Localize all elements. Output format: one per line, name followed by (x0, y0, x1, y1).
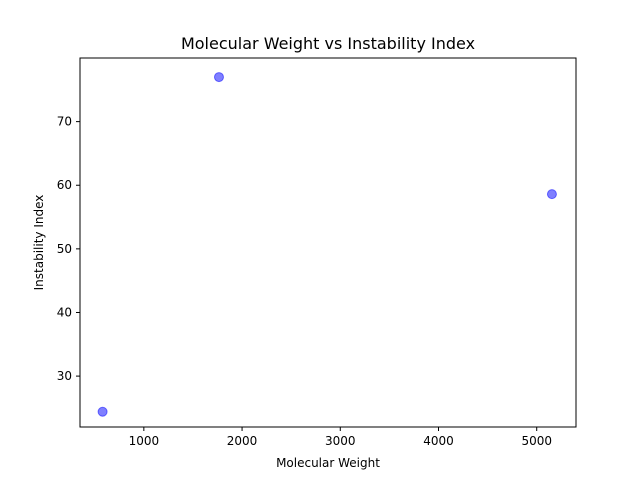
y-tick-label: 40 (57, 305, 72, 319)
scatter-point (213, 72, 224, 83)
y-axis-ticks: 30 40 50 60 70 (57, 115, 80, 383)
chart-title: Molecular Weight vs Instability Index (181, 34, 475, 53)
x-tick-label: 2000 (227, 434, 258, 448)
scatter-point (97, 406, 108, 417)
x-axis-ticks: 1000 2000 3000 4000 5000 (129, 427, 552, 448)
data-points (97, 72, 557, 417)
y-tick-label: 50 (57, 242, 72, 256)
y-tick-label: 70 (57, 115, 72, 129)
x-tick-label: 1000 (129, 434, 160, 448)
x-tick-label: 5000 (521, 434, 552, 448)
y-axis-label: Instability Index (32, 195, 46, 291)
x-tick-label: 3000 (325, 434, 356, 448)
plot-area: 1000 2000 3000 4000 5000 30 40 50 60 70 (57, 57, 577, 448)
x-axis-label: Molecular Weight (276, 456, 380, 470)
y-tick-label: 60 (57, 178, 72, 192)
scatter-point (546, 189, 557, 200)
axes-frame (79, 57, 577, 428)
x-tick-label: 4000 (423, 434, 454, 448)
y-tick-label: 30 (57, 369, 72, 383)
